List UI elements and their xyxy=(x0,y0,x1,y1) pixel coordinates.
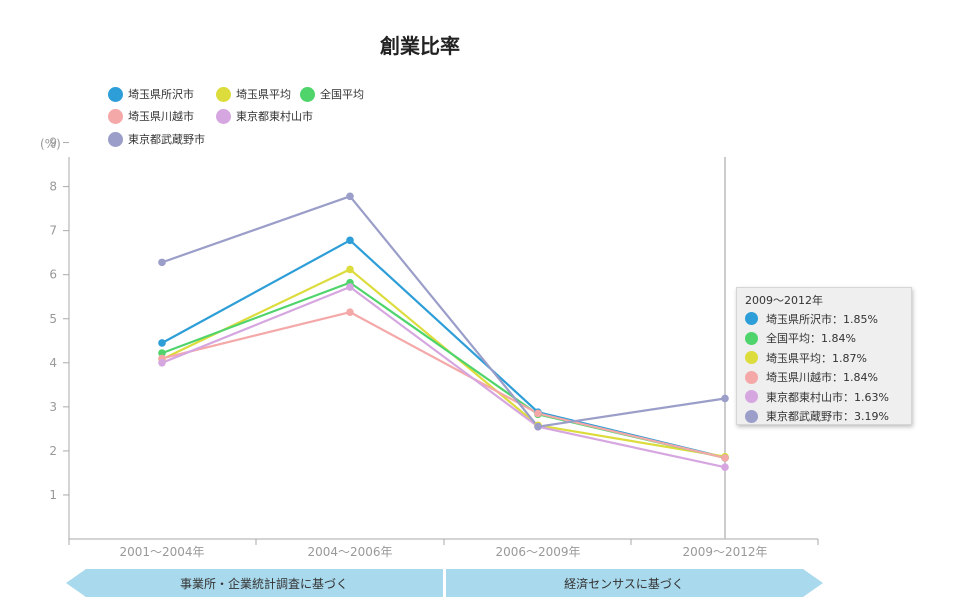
legend-label: 東京都武蔵野市 xyxy=(128,133,205,146)
legend-marker xyxy=(108,108,123,124)
tooltip-marker xyxy=(745,312,758,326)
data-point xyxy=(158,339,166,347)
series-line-4 xyxy=(161,285,726,469)
band-arrow-left xyxy=(66,569,443,597)
legend-label: 埼玉県所沢市 xyxy=(128,88,194,101)
legend-item[interactable]: 埼玉県所沢市 xyxy=(108,86,194,102)
legend-marker xyxy=(300,86,315,102)
y-tick-label: 6 xyxy=(49,268,57,282)
data-point xyxy=(534,422,542,431)
tooltip-row: 全国平均：1.84% xyxy=(745,329,903,349)
legend-label: 全国平均 xyxy=(320,88,364,101)
tooltip-marker xyxy=(745,390,758,404)
legend-label: 東京都東村山市 xyxy=(236,110,313,123)
data-point xyxy=(158,349,166,357)
legend-label: 埼玉県平均 xyxy=(236,88,291,101)
data-point xyxy=(346,236,354,245)
x-tick-label: 2009～2012年 xyxy=(682,545,767,559)
legend-item[interactable]: 東京都東村山市 xyxy=(216,108,313,124)
tooltip-title: 2009～2012年 xyxy=(745,294,823,307)
tooltip-value: 全国平均：1.84% xyxy=(766,332,856,346)
y-tick-label: 5 xyxy=(49,312,57,326)
y-tick-label: 1 xyxy=(49,488,57,502)
series-line-3 xyxy=(161,311,726,460)
data-point xyxy=(346,308,354,316)
legend-item[interactable]: 埼玉県平均 xyxy=(216,86,291,102)
data-point xyxy=(346,265,354,274)
data-point xyxy=(721,463,729,471)
data-point xyxy=(346,192,354,201)
data-point xyxy=(158,258,166,267)
y-tick-label: 3 xyxy=(49,400,57,414)
legend-marker xyxy=(108,131,123,147)
chart-title: 創業比率 xyxy=(380,34,460,58)
y-tick-label: 8 xyxy=(49,180,57,194)
legend-item[interactable]: 東京都武蔵野市 xyxy=(108,131,205,147)
tooltip-value: 埼玉県平均：1.87% xyxy=(766,351,867,365)
band-label-right: 経済センサスに基づく xyxy=(564,576,684,591)
data-point xyxy=(158,359,166,367)
legend-marker xyxy=(216,86,231,102)
tooltip-value: 東京都武蔵野市：3.19% xyxy=(766,410,889,424)
legend-item[interactable]: 埼玉県川越市 xyxy=(108,108,194,124)
legend-marker xyxy=(108,86,123,102)
tooltip-row: 東京都武蔵野市：3.19% xyxy=(745,407,903,427)
band-label-left: 事業所・企業統計調査に基づく xyxy=(180,576,348,591)
tooltip-marker xyxy=(745,331,758,345)
tooltip-value: 埼玉県所沢市：1.85% xyxy=(766,312,878,326)
y-tick-label: 4 xyxy=(49,356,57,370)
x-tick-label: 2001～2004年 xyxy=(119,545,204,559)
data-point xyxy=(721,394,729,403)
data-point xyxy=(721,454,729,462)
data-tooltip: 2009～2012年 埼玉県所沢市：1.85% 全国平均：1.84% 埼玉県平均：1… xyxy=(736,287,912,425)
band-arrow-right xyxy=(446,569,823,597)
series-line-5 xyxy=(161,195,726,428)
tooltip-row: 埼玉県平均：1.87% xyxy=(745,348,903,368)
legend-label: 埼玉県川越市 xyxy=(128,110,194,123)
x-tick-label: 2006～2009年 xyxy=(495,545,580,559)
x-tick-label: 2004～2006年 xyxy=(307,545,392,559)
legend-item[interactable]: 全国平均 xyxy=(300,86,364,102)
y-tick-label: 9 xyxy=(49,136,57,150)
data-point xyxy=(534,409,542,418)
data-point xyxy=(346,283,354,291)
tooltip-row: 埼玉県川越市：1.84% xyxy=(745,368,903,388)
legend-marker xyxy=(216,108,231,124)
tooltip-row: 東京都東村山市：1.63% xyxy=(745,387,903,407)
y-tick-label: 7 xyxy=(49,224,57,238)
tooltip-marker xyxy=(745,409,758,423)
y-tick-label: 2 xyxy=(49,444,57,458)
tooltip-value: 東京都東村山市：1.63% xyxy=(766,390,889,404)
tooltip-value: 埼玉県川越市：1.84% xyxy=(766,371,878,385)
tooltip-marker xyxy=(745,351,758,365)
series-line-2 xyxy=(161,281,726,460)
y-axis-unit-label: (%) xyxy=(40,137,61,151)
tooltip-row: 埼玉県所沢市：1.85% xyxy=(745,309,903,329)
tooltip-marker xyxy=(745,370,758,384)
